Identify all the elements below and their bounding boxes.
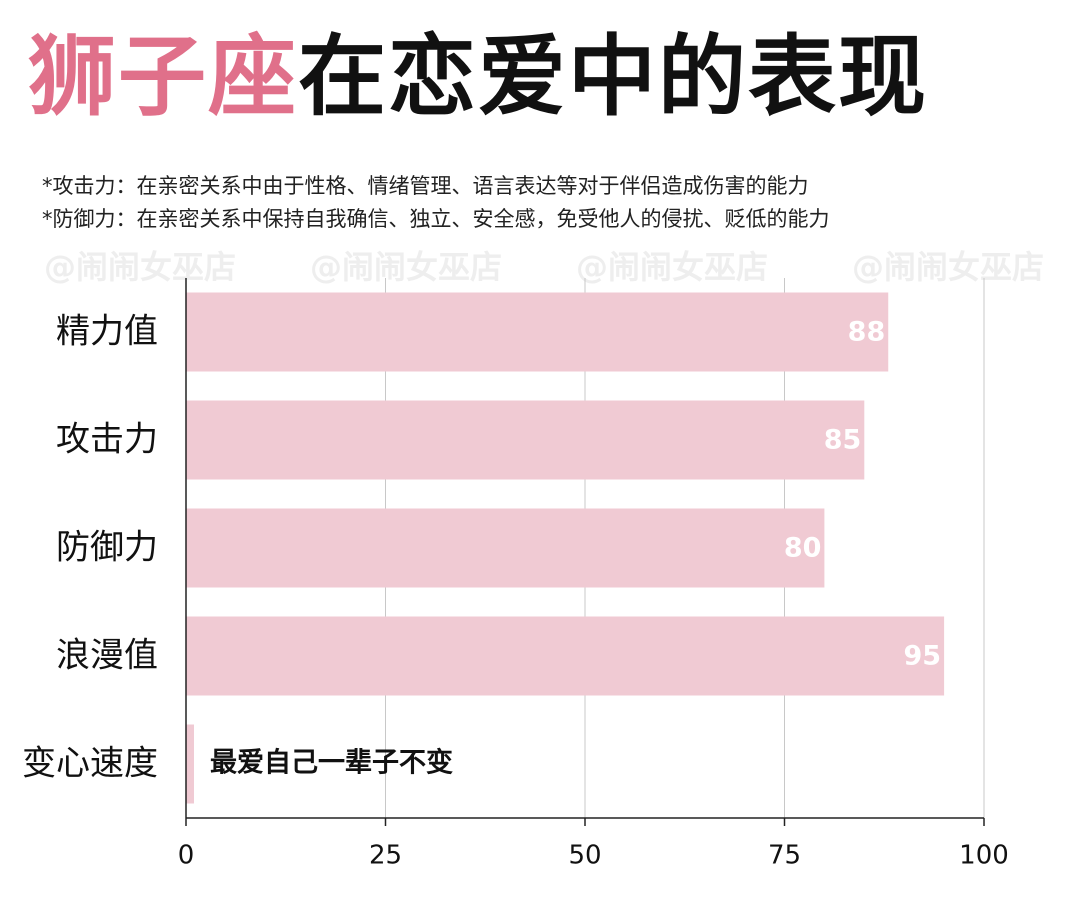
watermark: @闹闹女巫店 <box>44 248 237 286</box>
category-label: 攻击力 <box>56 420 158 460</box>
chart-title: 狮子座在恋爱中的表现 <box>28 22 928 132</box>
notes: *攻击力：在亲密关系中由于性格、情绪管理、语言表达等对于伴侣造成伤害的能力 *防… <box>42 170 830 236</box>
tick-label: 50 <box>568 841 601 871</box>
bar <box>186 400 865 480</box>
bar <box>186 292 889 372</box>
watermark-row: @闹闹女巫店 @闹闹女巫店 @闹闹女巫店 @闹闹女巫店 <box>0 242 1068 286</box>
category-label: 浪漫值 <box>56 636 158 676</box>
note-defense: *防御力：在亲密关系中保持自我确信、独立、安全感，免受他人的侵扰、贬低的能力 <box>42 207 830 231</box>
data-label: 85 <box>824 425 862 456</box>
category-label: 变心速度 <box>22 744 158 784</box>
tick-label: 25 <box>369 841 402 871</box>
watermark: @闹闹女巫店 <box>576 248 769 286</box>
bar <box>186 508 825 588</box>
data-label: 80 <box>784 533 822 564</box>
bar <box>186 724 194 804</box>
data-label: 95 <box>904 641 942 672</box>
note-attack: *攻击力：在亲密关系中由于性格、情绪管理、语言表达等对于伴侣造成伤害的能力 <box>42 174 809 198</box>
tick-label: 0 <box>178 841 195 871</box>
annotation: 最爱自己一辈子不变 <box>210 747 453 779</box>
data-label: 88 <box>848 317 886 348</box>
watermark: @闹闹女巫店 <box>310 248 503 286</box>
title-rest: 在恋爱中的表现 <box>298 25 929 128</box>
tick-label: 100 <box>959 841 1009 871</box>
category-label: 精力值 <box>56 312 158 352</box>
tick-label: 75 <box>768 841 801 871</box>
title-highlight: 狮子座 <box>28 25 299 128</box>
bar <box>186 616 945 696</box>
category-label: 防御力 <box>56 528 158 568</box>
watermark: @闹闹女巫店 <box>852 248 1045 286</box>
